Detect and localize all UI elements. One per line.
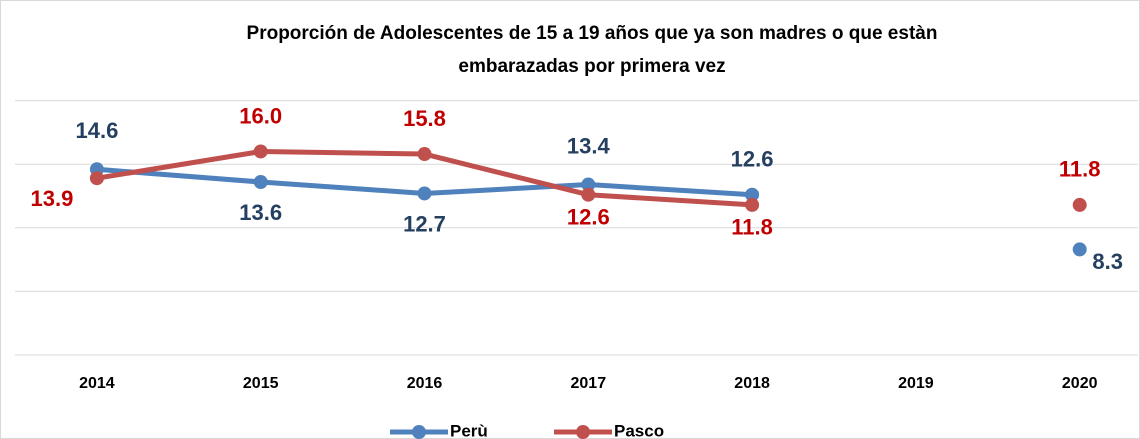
marker bbox=[745, 197, 760, 212]
marker bbox=[581, 187, 596, 202]
x-tick-label: 2014 bbox=[79, 375, 115, 392]
legend-label: Perù bbox=[450, 421, 488, 439]
legend-marker bbox=[576, 425, 590, 439]
x-tick-label: 2020 bbox=[1062, 375, 1098, 392]
data-label: 12.7 bbox=[403, 211, 446, 236]
data-label: 16.0 bbox=[239, 103, 282, 128]
x-tick-label: 2018 bbox=[734, 375, 770, 392]
data-label: 11.8 bbox=[1059, 157, 1101, 182]
x-tick-label: 2017 bbox=[571, 375, 607, 392]
legend-marker bbox=[412, 425, 426, 439]
data-label: 8.3 bbox=[1092, 249, 1123, 274]
marker bbox=[89, 171, 104, 186]
marker bbox=[417, 186, 432, 201]
data-label: 13.4 bbox=[567, 133, 611, 158]
x-tick-label: 2019 bbox=[898, 375, 934, 392]
marker bbox=[745, 187, 760, 202]
x-tick-label: 2016 bbox=[407, 375, 443, 392]
x-tick-label: 2015 bbox=[243, 375, 279, 392]
data-label: 14.6 bbox=[75, 118, 118, 143]
marker bbox=[253, 144, 268, 159]
marker bbox=[1072, 242, 1087, 257]
data-label: 13.6 bbox=[239, 200, 282, 225]
chart-title: Proporción de Adolescentes de 15 a 19 añ… bbox=[247, 23, 938, 44]
data-label: 13.9 bbox=[30, 186, 73, 211]
chart-title: embarazadas por primera vez bbox=[458, 56, 725, 77]
marker bbox=[1072, 197, 1087, 212]
legend-label: Pasco bbox=[614, 421, 664, 439]
data-label: 15.8 bbox=[403, 106, 446, 131]
data-label: 12.6 bbox=[567, 205, 610, 230]
marker bbox=[581, 177, 596, 192]
data-label: 11.8 bbox=[731, 215, 773, 240]
marker bbox=[417, 147, 432, 162]
data-label: 12.6 bbox=[731, 147, 774, 172]
marker bbox=[253, 175, 268, 190]
